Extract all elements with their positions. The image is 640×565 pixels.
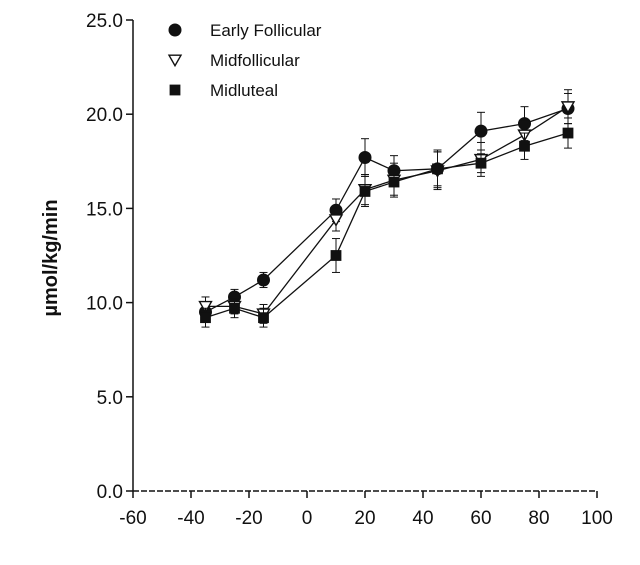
legend-marker xyxy=(169,84,181,96)
data-point xyxy=(200,312,211,324)
x-tick-label: -40 xyxy=(177,508,204,529)
data-point xyxy=(258,312,269,324)
series-2 xyxy=(200,117,574,328)
legend-label: Midfollicular xyxy=(210,51,300,70)
data-point xyxy=(474,124,488,138)
x-tick-label: -20 xyxy=(235,508,262,529)
legend: Early Follicular Midfollicular Midluteal xyxy=(167,21,322,100)
legend-label: Early Follicular xyxy=(210,21,322,40)
legend-label: Midluteal xyxy=(210,81,278,100)
y-tick-label: 5.0 xyxy=(97,388,123,409)
series-0 xyxy=(199,92,575,322)
series-line xyxy=(205,107,569,313)
y-tick-label: 0.0 xyxy=(97,482,123,503)
data-point xyxy=(358,151,372,165)
y-tick-label: 20.0 xyxy=(86,105,123,126)
axes: 0.0 5.0 10.0 15.0 20.0 25.0 -60 -40 -20 0 20 40 60 80… xyxy=(86,11,613,529)
series-line xyxy=(205,106,569,315)
legend-marker xyxy=(168,23,182,37)
data-point xyxy=(432,163,443,175)
data-point xyxy=(198,300,213,314)
series-line xyxy=(205,132,569,319)
y-tick-label: 10.0 xyxy=(86,294,123,315)
y-tick-label: 25.0 xyxy=(86,11,123,32)
x-tick-label: 20 xyxy=(354,508,375,529)
series-layer xyxy=(198,89,576,328)
data-point xyxy=(388,176,400,188)
x-tick-label: -60 xyxy=(119,508,146,529)
legend-item-2: Midluteal xyxy=(169,81,278,100)
data-point xyxy=(229,302,240,314)
legend-item-0: Early Follicular xyxy=(168,21,322,40)
data-point xyxy=(475,157,487,169)
y-axis-title: µmol/kg/min xyxy=(40,199,62,316)
legend-item-1: Midfollicular xyxy=(167,51,300,70)
x-tick-label: 0 xyxy=(302,508,313,529)
data-point xyxy=(562,127,574,139)
data-point xyxy=(330,250,342,261)
legend-marker xyxy=(167,54,183,68)
data-point xyxy=(328,214,344,227)
x-tick-label: 60 xyxy=(470,508,491,529)
data-point xyxy=(359,186,371,197)
x-tick-label: 80 xyxy=(528,508,549,529)
y-tick-label: 15.0 xyxy=(86,199,123,220)
data-point xyxy=(519,140,530,152)
data-point xyxy=(257,273,270,287)
x-tick-label: 100 xyxy=(581,508,613,529)
x-tick-label: 40 xyxy=(412,508,433,529)
data-point xyxy=(560,101,576,114)
